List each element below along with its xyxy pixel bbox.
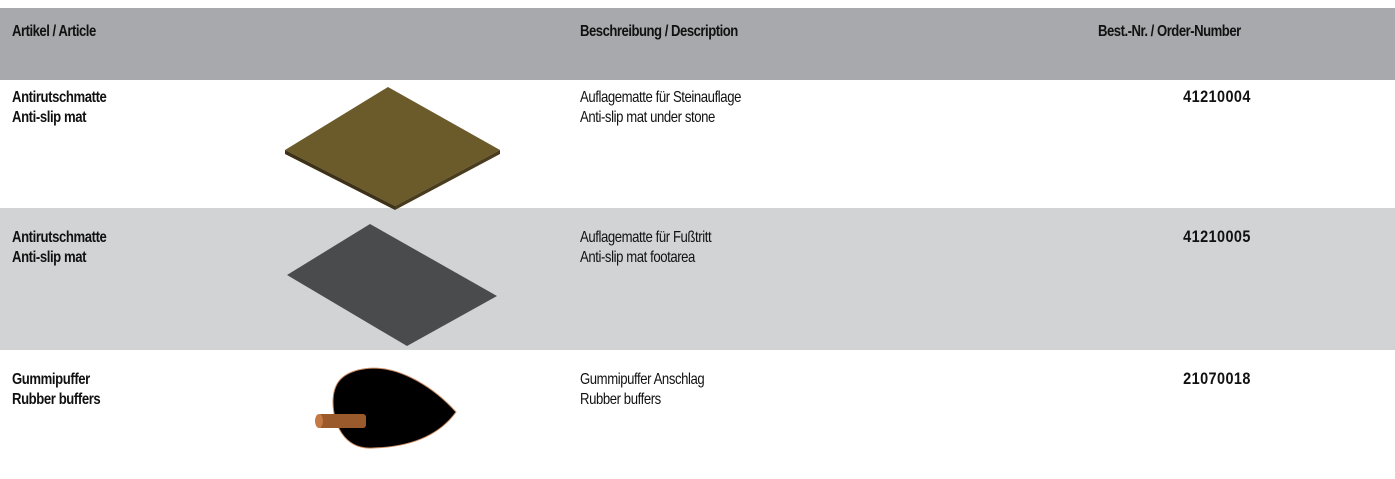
article-name: Anti-slip mat bbox=[12, 109, 87, 126]
table-row bbox=[0, 208, 1395, 350]
article-name: Antirutschmatte bbox=[12, 89, 107, 106]
article-name: Gummipuffer bbox=[12, 371, 90, 388]
column-header: Beschreibung / Description bbox=[580, 23, 738, 40]
description: Rubber buffers bbox=[580, 391, 661, 408]
product-image bbox=[287, 224, 497, 346]
article-name: Anti-slip mat bbox=[12, 249, 87, 266]
product-image bbox=[315, 367, 457, 449]
description: Auflagematte für Fußtritt bbox=[580, 229, 712, 246]
table-row bbox=[0, 80, 1395, 208]
column-header: Best.-Nr. / Order-Number bbox=[1098, 23, 1241, 40]
article-name: Rubber buffers bbox=[12, 391, 101, 408]
table-header bbox=[0, 8, 1395, 80]
description: Anti-slip mat footarea bbox=[580, 249, 695, 266]
order-number: 41210004 bbox=[1183, 87, 1251, 106]
column-header: Artikel / Article bbox=[12, 23, 96, 40]
description: Gummipuffer Anschlag bbox=[580, 371, 705, 388]
order-number: 41210005 bbox=[1183, 227, 1251, 246]
description: Anti-slip mat under stone bbox=[580, 109, 715, 126]
product-image bbox=[285, 87, 500, 210]
description: Auflagematte für Steinauflage bbox=[580, 89, 741, 106]
order-number: 21070018 bbox=[1183, 369, 1251, 388]
article-name: Antirutschmatte bbox=[12, 229, 107, 246]
table-row bbox=[0, 350, 1395, 479]
